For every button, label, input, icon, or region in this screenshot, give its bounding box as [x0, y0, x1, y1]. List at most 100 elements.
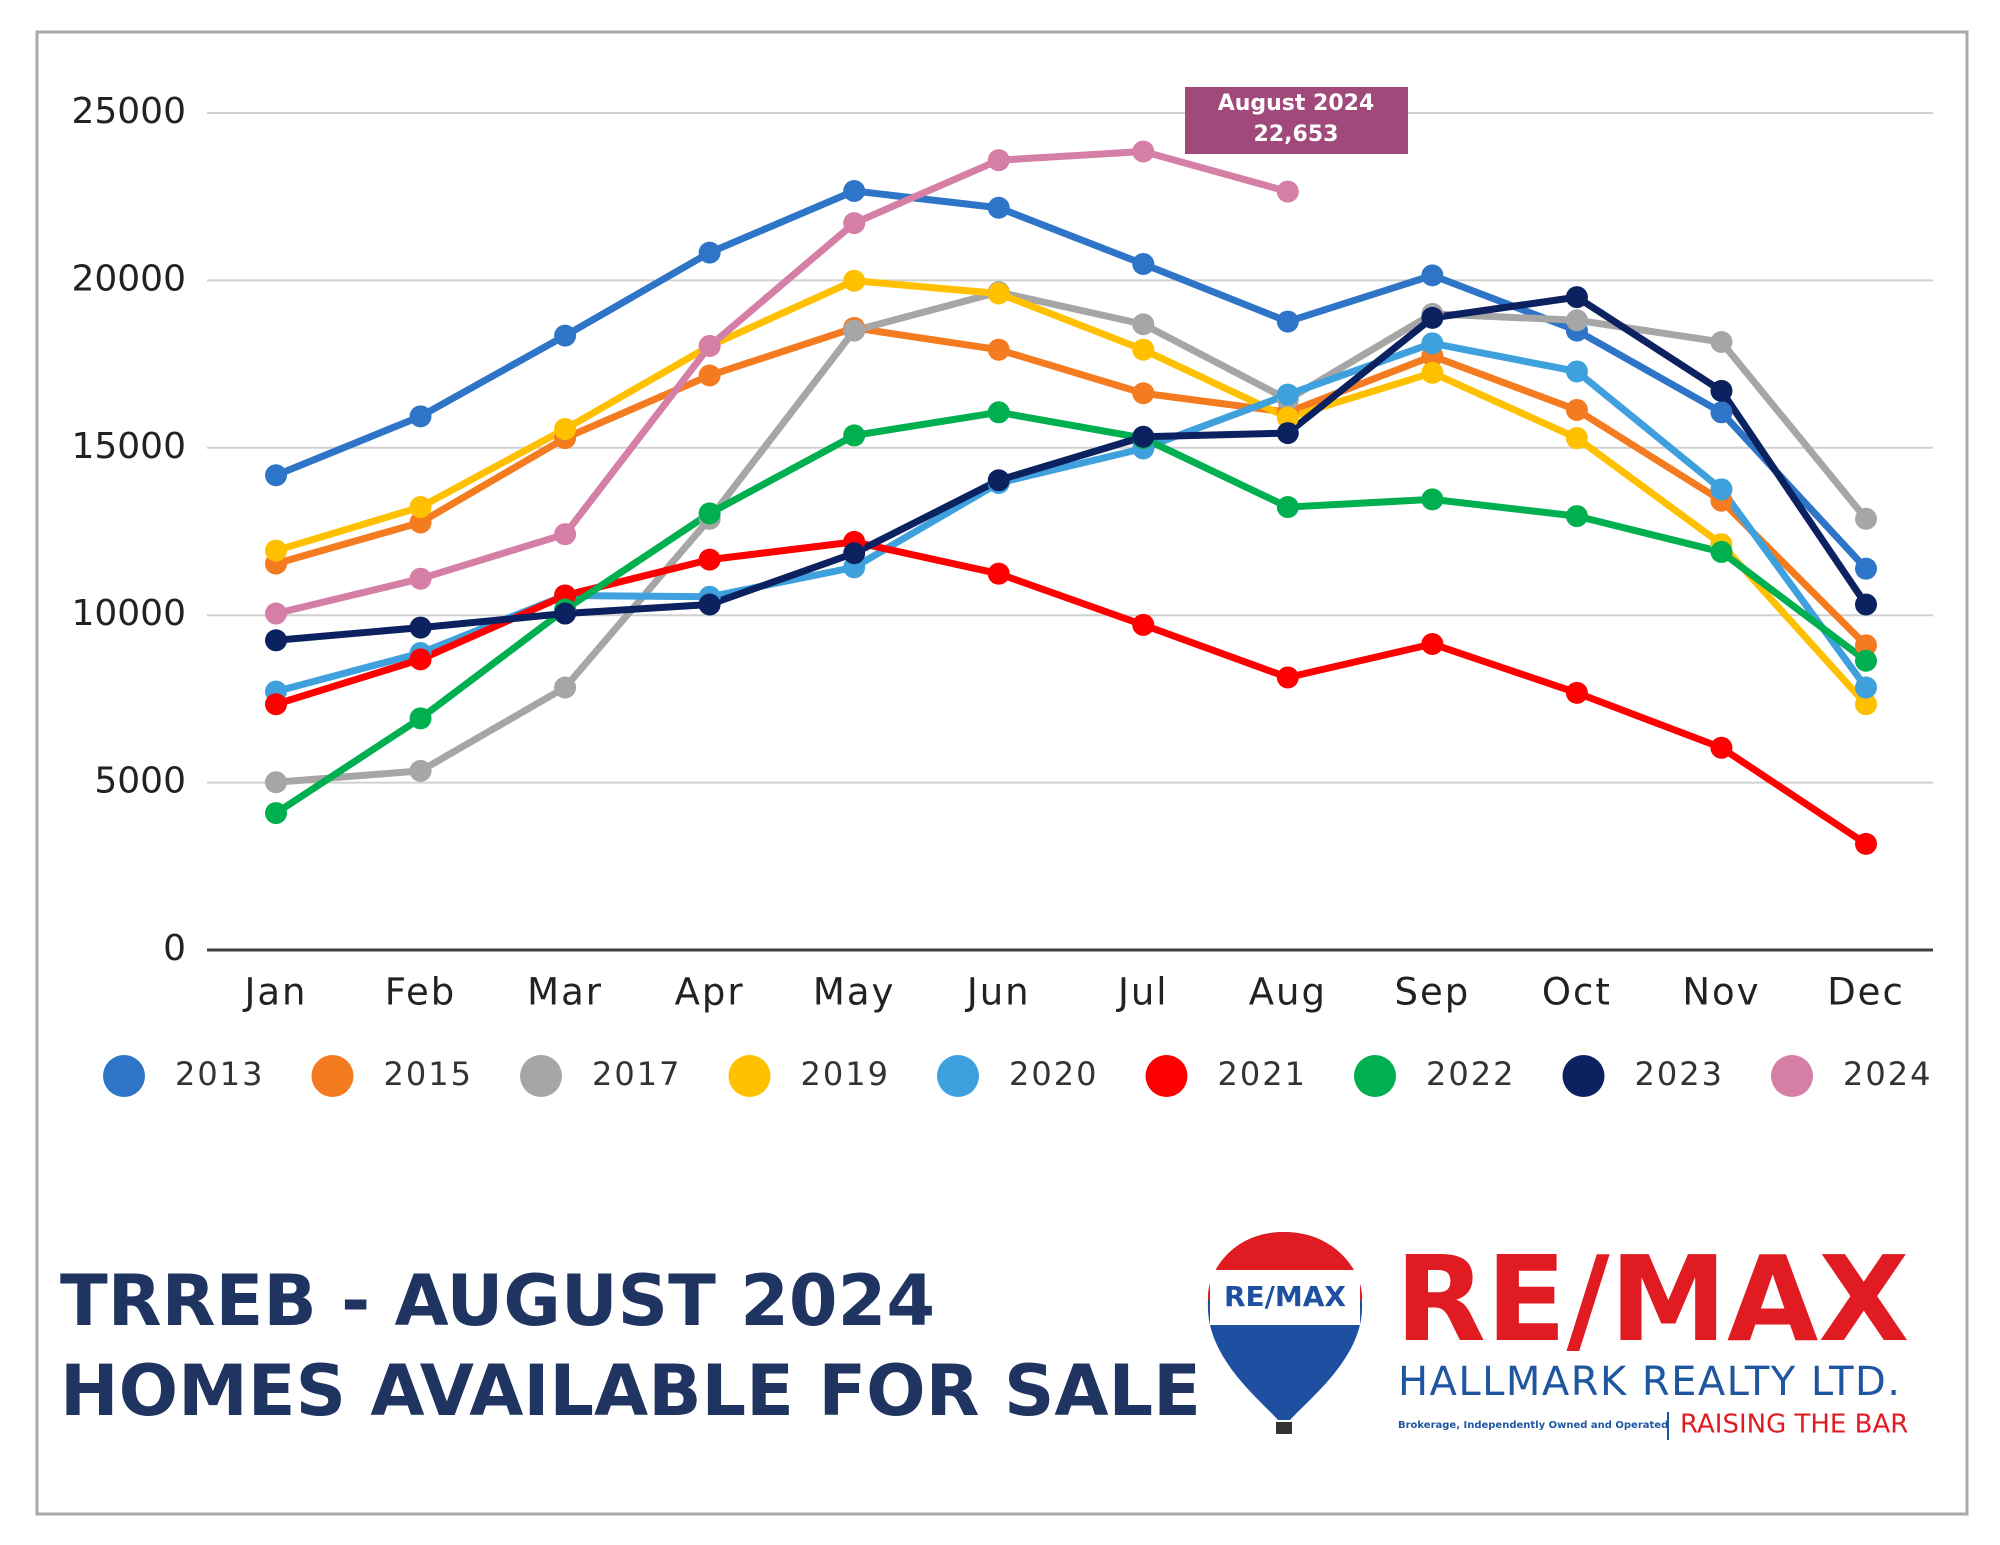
data-point	[409, 567, 432, 590]
series-line	[275, 288, 1869, 786]
data-point	[843, 212, 866, 235]
data-point	[1710, 478, 1733, 501]
y-tick-label: 25000	[71, 91, 186, 132]
data-point	[1276, 666, 1299, 689]
data-point	[1421, 332, 1444, 355]
data-point	[987, 282, 1010, 305]
data-point	[987, 469, 1010, 492]
data-point	[1421, 306, 1444, 329]
series-line	[275, 293, 1869, 644]
data-point	[1132, 338, 1155, 361]
data-point	[554, 523, 577, 546]
x-tick-label: Sep	[1394, 971, 1470, 1014]
data-point	[1421, 632, 1444, 655]
legend-swatch	[1145, 1055, 1188, 1097]
data-point	[1710, 331, 1733, 354]
data-point	[265, 771, 287, 794]
annotation-label: 22,653	[1254, 122, 1339, 147]
data-point	[1855, 832, 1877, 855]
data-point	[987, 149, 1010, 172]
data-point	[1421, 361, 1444, 384]
balloon-text: RE/MAX	[1224, 1280, 1346, 1313]
data-point	[1132, 425, 1155, 448]
data-point	[987, 401, 1010, 424]
data-point	[843, 542, 866, 565]
data-point	[1276, 310, 1299, 333]
legend-swatch	[728, 1055, 771, 1097]
data-point	[1132, 140, 1155, 163]
series-line	[275, 324, 1869, 648]
y-tick-label: 15000	[71, 426, 186, 467]
data-point	[1855, 593, 1877, 616]
data-point	[1710, 540, 1733, 563]
series-line	[274, 408, 1869, 816]
legend-swatch	[1354, 1055, 1396, 1097]
x-tick-label: Feb	[385, 971, 457, 1014]
data-point	[1276, 180, 1299, 203]
data-point	[843, 180, 866, 203]
data-point	[1565, 286, 1588, 309]
x-tick-label: Oct	[1542, 971, 1612, 1014]
data-point	[843, 319, 866, 342]
y-tick-label: 20000	[71, 258, 186, 299]
data-point	[698, 364, 721, 387]
data-point	[1565, 309, 1588, 332]
data-point	[1132, 382, 1155, 405]
data-point	[265, 602, 287, 625]
data-point	[1855, 693, 1877, 716]
data-point	[1132, 313, 1155, 336]
data-point	[698, 335, 721, 358]
basket	[1276, 1422, 1292, 1434]
data-point	[698, 593, 721, 616]
legend-swatch	[311, 1055, 354, 1097]
data-point	[409, 616, 432, 639]
data-point	[1132, 613, 1155, 636]
data-point	[409, 496, 432, 519]
x-tick-label: Nov	[1682, 971, 1760, 1014]
x-tick-label: Jun	[965, 971, 1031, 1014]
data-point	[409, 707, 432, 730]
x-tick-label: Aug	[1249, 971, 1327, 1014]
x-tick-label: Jul	[1116, 971, 1169, 1014]
series-line	[274, 187, 1869, 572]
y-tick-label: 10000	[71, 593, 186, 634]
data-point	[1855, 507, 1877, 530]
data-point	[265, 464, 287, 487]
data-point	[1710, 401, 1733, 424]
data-point	[1565, 681, 1588, 704]
data-point	[843, 269, 866, 292]
data-point	[265, 802, 287, 825]
series-line	[274, 538, 1868, 847]
office: HALLMARK REALTY LTD.	[1398, 1359, 1900, 1405]
data-point	[843, 424, 866, 447]
footer-title: HOMES AVAILABLE FOR SALE	[60, 1350, 1201, 1432]
y-tick-label: 0	[163, 928, 186, 969]
data-point	[1565, 398, 1588, 421]
chart: 0 5000 10000 15000 20000 25000 Jan Feb Mar Apr May…	[71, 87, 1933, 1097]
data-point	[1276, 383, 1299, 406]
data-point	[265, 629, 287, 652]
data-point	[987, 196, 1010, 219]
data-point	[1565, 505, 1588, 528]
annotation-box	[1185, 87, 1408, 154]
data-point	[409, 759, 432, 782]
data-point	[1710, 736, 1733, 759]
x-tick-label: Mar	[527, 971, 603, 1014]
data-point	[698, 241, 721, 264]
annotation-text: August 2024	[1218, 91, 1375, 116]
legend-label: 2013	[175, 1055, 264, 1093]
x-tick-label: May	[813, 971, 896, 1014]
data-point	[1565, 427, 1588, 450]
data-point	[1855, 557, 1877, 580]
data-point	[698, 502, 721, 525]
data-point	[409, 511, 432, 534]
data-point	[1565, 360, 1588, 383]
data-point	[265, 539, 287, 562]
legend-swatch	[520, 1055, 562, 1097]
legend-label: 2020	[1009, 1055, 1098, 1093]
legend-label: 2017	[592, 1055, 681, 1093]
data-point	[554, 324, 577, 347]
data-point	[554, 676, 577, 699]
y-tick-label: 5000	[94, 761, 186, 802]
